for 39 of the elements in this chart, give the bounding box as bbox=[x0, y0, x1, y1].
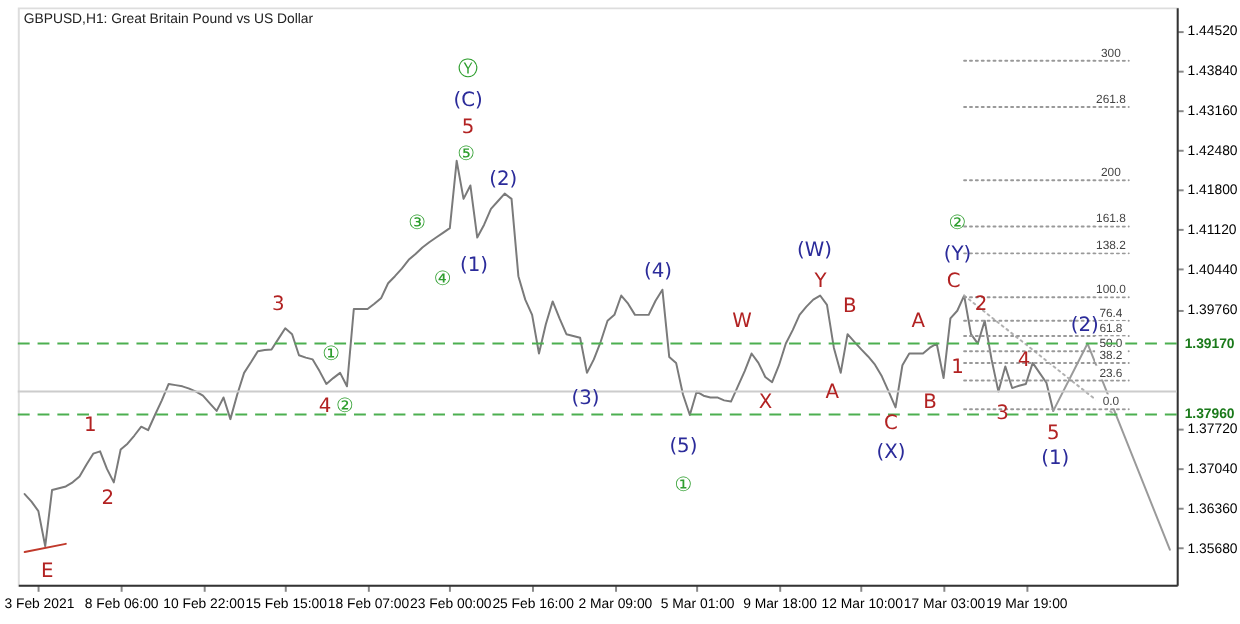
annotation: (X) bbox=[876, 441, 906, 464]
annotation: ② bbox=[948, 212, 967, 235]
annotation: (Y) bbox=[943, 243, 972, 266]
annotation: ④ bbox=[433, 268, 452, 291]
annotation: ① bbox=[674, 474, 693, 497]
annotation: ⑤ bbox=[457, 143, 476, 166]
annotation: B bbox=[843, 295, 858, 318]
annotation: (W) bbox=[797, 239, 833, 262]
annotation: ① bbox=[322, 343, 341, 366]
annotation: W bbox=[732, 311, 753, 334]
annotation: C bbox=[946, 270, 961, 293]
annotation: 4 bbox=[318, 395, 332, 418]
annotation: (2) bbox=[489, 168, 518, 191]
annotation: 5 bbox=[1047, 422, 1060, 445]
annotation: 5 bbox=[461, 116, 475, 139]
annotation: (C) bbox=[453, 89, 483, 112]
annotation: (1) bbox=[1041, 447, 1070, 470]
annotation: 1 bbox=[951, 357, 964, 380]
annotation: 2 bbox=[101, 488, 115, 511]
annotation: 3 bbox=[996, 403, 1009, 426]
annotation: ② bbox=[335, 395, 354, 418]
annotation: (2) bbox=[1070, 314, 1099, 337]
annotation: C bbox=[883, 413, 898, 436]
annotation: 1 bbox=[83, 415, 97, 438]
annotation: A bbox=[825, 382, 840, 405]
annotation: (1) bbox=[459, 255, 488, 278]
annotation: E bbox=[40, 561, 54, 584]
annotation: 2 bbox=[974, 293, 988, 316]
annotation: B bbox=[923, 391, 938, 414]
annotation: (5) bbox=[669, 436, 698, 459]
annotation: Ⓨ bbox=[458, 56, 479, 81]
annotation: (4) bbox=[643, 261, 672, 284]
annotation: ③ bbox=[408, 212, 427, 235]
annotation: (3) bbox=[571, 388, 600, 411]
annotation: 3 bbox=[271, 293, 285, 316]
annotation: Y bbox=[812, 270, 829, 293]
annotation: X bbox=[758, 391, 773, 414]
annotation: A bbox=[911, 311, 926, 334]
annotation: 4 bbox=[1017, 349, 1031, 372]
